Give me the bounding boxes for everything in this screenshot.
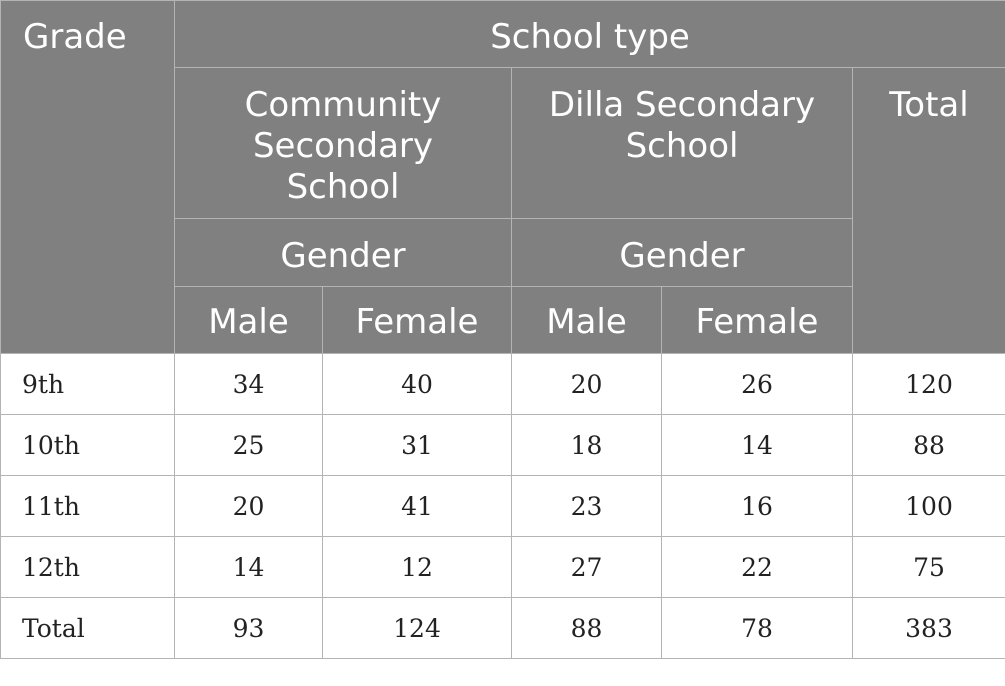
table-header: Grade School type Community Secondary Sc…: [0, 0, 1005, 354]
cell-dilla-female: 78: [661, 597, 853, 659]
cell-community-female: 40: [322, 353, 512, 415]
header-row-2: Community Secondary School Dilla Seconda…: [1, 67, 1005, 354]
header-total: Total: [851, 67, 1005, 354]
cell-community-male: 14: [174, 536, 323, 598]
header-gender-community: Gender: [174, 218, 512, 287]
cell-dilla-female: 16: [661, 475, 853, 537]
cell-total: 383: [851, 597, 1005, 659]
cell-community-female: 124: [322, 597, 512, 659]
cell-dilla-female: 26: [661, 353, 853, 415]
cell-dilla-male: 18: [511, 414, 662, 476]
cell-community-female: 41: [322, 475, 512, 537]
header-female-community: Female: [322, 286, 512, 354]
row-grade: 12th: [0, 536, 175, 598]
cell-community-male: 93: [174, 597, 323, 659]
data-table: Grade School type Community Secondary Sc…: [0, 0, 1005, 659]
header-dilla-school: Dilla Secondary School: [511, 67, 853, 219]
row-grade: 11th: [0, 475, 175, 537]
table-row-total: Total 93 124 88 78 383: [0, 597, 1005, 659]
header-row-3: Gender Gender: [1, 218, 1005, 287]
cell-dilla-male: 27: [511, 536, 662, 598]
cell-total: 88: [851, 414, 1005, 476]
cell-dilla-female: 22: [661, 536, 853, 598]
cell-total: 75: [851, 536, 1005, 598]
table-body: 9th 34 40 20 26 120 10th 25 31 18 14 88 …: [0, 353, 1005, 659]
header-school-type: School type: [173, 0, 1005, 68]
cell-dilla-male: 23: [511, 475, 662, 537]
cell-dilla-female: 14: [661, 414, 853, 476]
cell-total: 120: [851, 353, 1005, 415]
row-grade: 10th: [0, 414, 175, 476]
dilla-school-label: Dilla Secondary School: [548, 85, 816, 166]
row-grade: Total: [0, 597, 175, 659]
header-community-school: Community Secondary School: [174, 67, 512, 219]
header-row-1: Grade School type: [0, 0, 1005, 354]
cell-community-female: 12: [322, 536, 512, 598]
cell-community-female: 31: [322, 414, 512, 476]
table-row: 12th 14 12 27 22 75: [0, 536, 1005, 598]
cell-total: 100: [851, 475, 1005, 537]
cell-dilla-male: 20: [511, 353, 662, 415]
header-female-dilla: Female: [661, 286, 853, 354]
header-row-4: Male Female Male Female: [1, 286, 1005, 354]
header-gender-dilla: Gender: [511, 218, 853, 287]
header-grade: Grade: [0, 0, 175, 354]
table-row: 11th 20 41 23 16 100: [0, 475, 1005, 537]
cell-community-male: 20: [174, 475, 323, 537]
cell-community-male: 25: [174, 414, 323, 476]
cell-dilla-male: 88: [511, 597, 662, 659]
header-male-dilla: Male: [511, 286, 662, 354]
community-school-label: Community Secondary School: [244, 85, 442, 207]
table-row: 9th 34 40 20 26 120: [0, 353, 1005, 415]
cell-community-male: 34: [174, 353, 323, 415]
row-grade: 9th: [0, 353, 175, 415]
header-male-community: Male: [174, 286, 323, 354]
table-row: 10th 25 31 18 14 88: [0, 414, 1005, 476]
